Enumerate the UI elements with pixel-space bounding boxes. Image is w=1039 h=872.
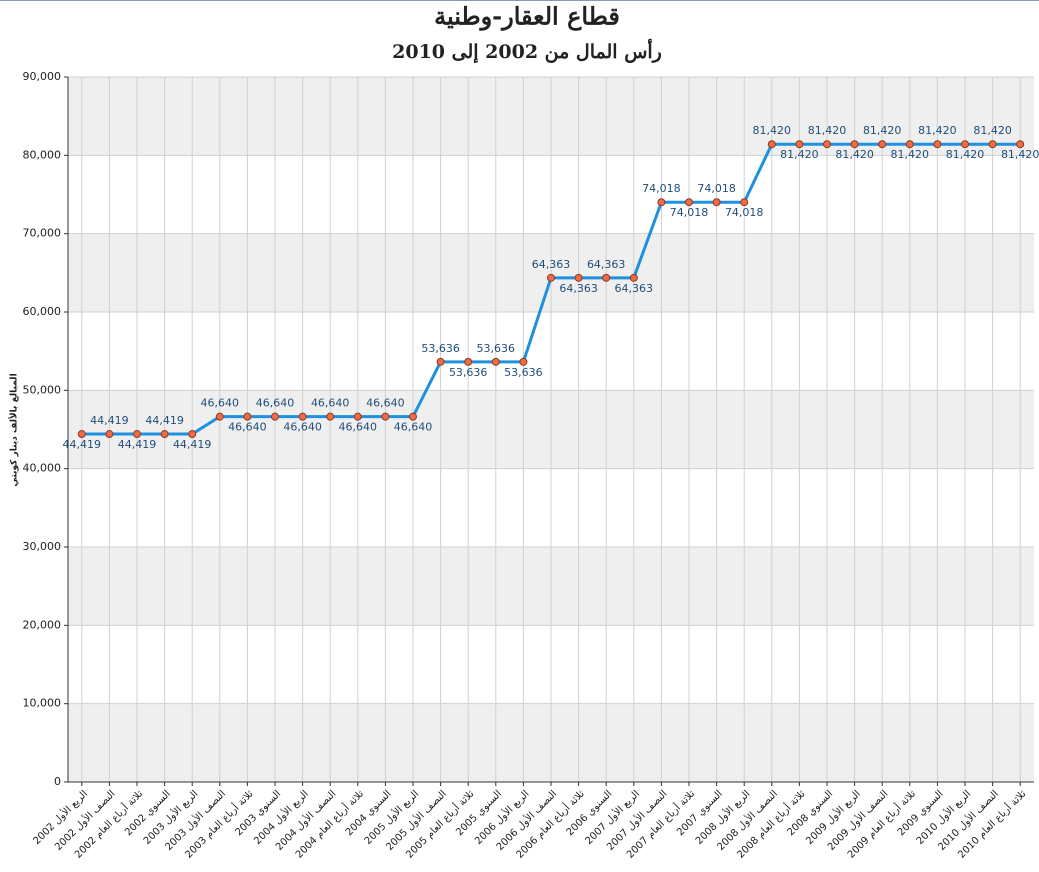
- data-point: [409, 412, 417, 421]
- data-label: 53,636: [449, 366, 488, 379]
- y-tick-label: 20,000: [23, 618, 62, 631]
- data-label: 46,640: [201, 397, 240, 410]
- data-label: 46,640: [228, 421, 267, 434]
- data-point: [105, 430, 114, 439]
- data-point: [685, 198, 693, 207]
- data-label: 46,640: [283, 421, 322, 434]
- data-point: [712, 198, 721, 207]
- data-point: [243, 412, 252, 421]
- y-tick-label: 0: [54, 775, 61, 788]
- data-label: 53,636: [477, 342, 516, 355]
- data-label: 53,636: [504, 366, 543, 379]
- data-label: 44,419: [63, 438, 102, 451]
- data-label: 46,640: [256, 397, 295, 410]
- data-point: [850, 140, 859, 149]
- data-point: [298, 412, 307, 421]
- data-label: 81,420: [946, 148, 985, 161]
- y-tick-label: 30,000: [23, 540, 62, 553]
- data-label: 44,419: [118, 438, 157, 451]
- data-point: [823, 140, 831, 149]
- data-point: [353, 412, 362, 421]
- data-label: 53,636: [421, 342, 460, 355]
- data-point: [795, 140, 804, 149]
- data-point: [629, 273, 638, 282]
- data-point: [77, 430, 86, 439]
- data-point: [133, 430, 141, 439]
- data-label: 81,420: [1001, 148, 1039, 161]
- data-point: [878, 140, 887, 149]
- y-tick-label: 10,000: [23, 697, 62, 710]
- y-axis-label: المبالغ بالألف دينار كويتي: [8, 373, 20, 486]
- data-point: [271, 412, 279, 421]
- data-point: [519, 357, 528, 366]
- data-point: [602, 273, 611, 282]
- y-tick-label: 40,000: [23, 462, 62, 475]
- y-tick-label: 70,000: [23, 227, 62, 240]
- data-point: [740, 198, 749, 207]
- data-point: [215, 412, 224, 421]
- data-point: [491, 357, 500, 366]
- data-point: [326, 412, 335, 421]
- chart-title: قطاع العقار-وطنية: [434, 2, 620, 32]
- data-point: [961, 140, 969, 149]
- data-label: 44,419: [90, 414, 129, 427]
- y-tick-label: 80,000: [23, 148, 62, 161]
- data-point: [988, 140, 997, 149]
- data-point: [436, 357, 445, 366]
- data-label: 81,420: [973, 124, 1012, 137]
- data-label: 64,363: [587, 258, 626, 271]
- data-point: [160, 430, 169, 439]
- data-label: 81,420: [780, 148, 819, 161]
- data-label: 64,363: [615, 282, 654, 295]
- data-point: [188, 430, 197, 439]
- data-label: 74,018: [697, 182, 736, 195]
- y-tick-label: 90,000: [23, 70, 62, 83]
- data-label: 46,640: [339, 421, 378, 434]
- data-label: 81,420: [835, 148, 874, 161]
- data-label: 74,018: [725, 206, 764, 219]
- data-label: 44,419: [173, 438, 212, 451]
- data-label: 74,018: [642, 182, 681, 195]
- data-label: 81,420: [891, 148, 930, 161]
- data-point: [574, 273, 583, 282]
- data-label: 44,419: [145, 414, 184, 427]
- data-point: [933, 140, 942, 149]
- data-label: 74,018: [670, 206, 709, 219]
- data-point: [547, 273, 555, 282]
- y-tick-label: 50,000: [23, 383, 62, 396]
- data-label: 81,420: [863, 124, 902, 137]
- chart-subtitle: رأس المال من 2002 إلى 2010: [392, 38, 662, 64]
- data-label: 81,420: [753, 124, 792, 137]
- data-label: 81,420: [918, 124, 957, 137]
- data-point: [464, 357, 473, 366]
- data-label: 46,640: [311, 397, 350, 410]
- y-tick-label: 60,000: [23, 305, 62, 318]
- data-label: 81,420: [808, 124, 847, 137]
- data-label: 46,640: [366, 397, 405, 410]
- data-point: [767, 140, 776, 149]
- data-point: [657, 198, 666, 207]
- data-point: [381, 412, 390, 421]
- data-point: [1016, 140, 1025, 149]
- data-label: 46,640: [394, 421, 433, 434]
- data-label: 64,363: [559, 282, 598, 295]
- data-point: [905, 140, 914, 149]
- data-label: 64,363: [532, 258, 571, 271]
